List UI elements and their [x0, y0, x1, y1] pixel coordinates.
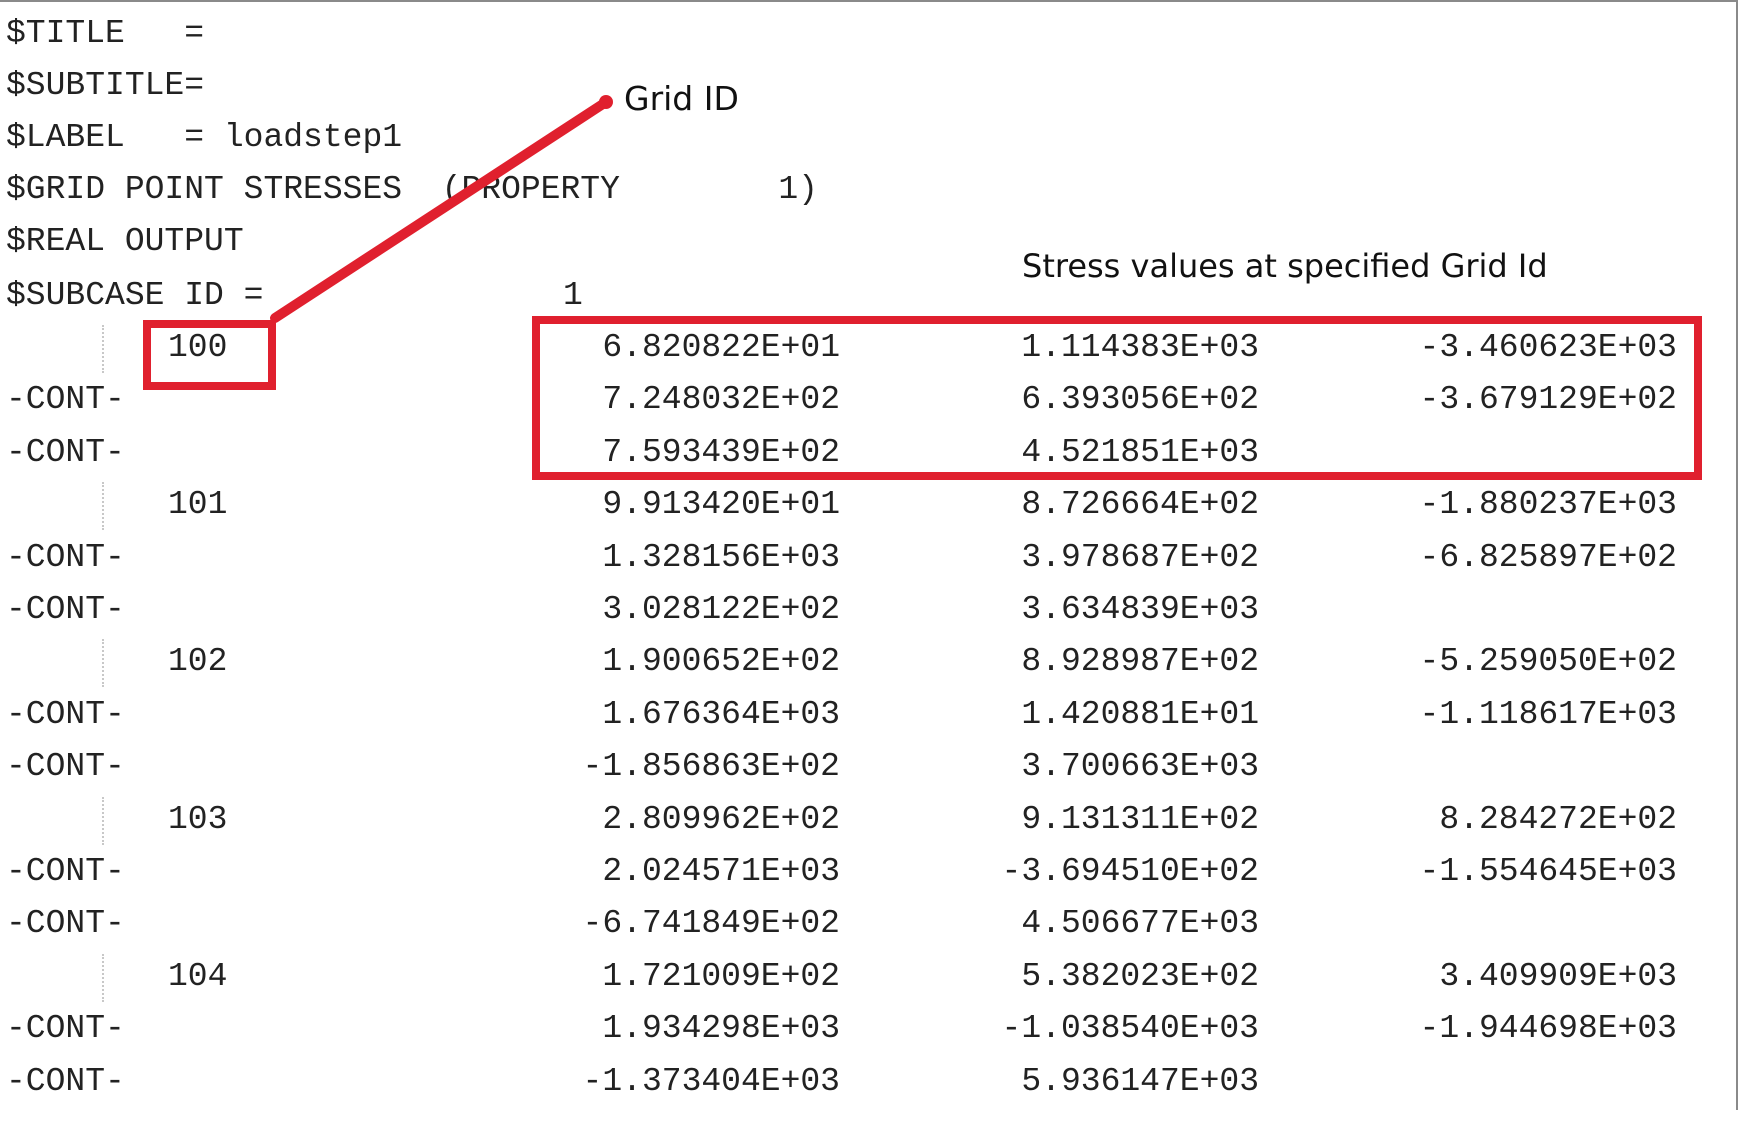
stress-value: -6.741849E+02 [582, 905, 840, 943]
pointer-end-dot [599, 95, 613, 109]
stress-value: 7.248032E+02 [602, 381, 840, 419]
stress-value: 8.928987E+02 [1021, 643, 1259, 681]
stress-value: 8.284272E+02 [1439, 800, 1677, 838]
grid-id: 102 [168, 643, 228, 681]
stress-value: 2.024571E+03 [602, 853, 840, 890]
stress-value: 9.913420E+01 [602, 486, 840, 524]
stress-value: 1.328156E+03 [602, 538, 840, 576]
grid-id: 104 [168, 957, 228, 995]
subtitle-line: $SUBTITLE= [6, 67, 205, 104]
stress-value: -1.856863E+02 [582, 748, 840, 786]
stress-value: -1.944698E+03 [1419, 1010, 1677, 1048]
stress-value: 9.131311E+02 [1021, 800, 1259, 838]
grid-id-annotation: Grid ID [624, 79, 739, 118]
grid-row-guide [102, 482, 104, 531]
stress-value: 3.978687E+02 [1021, 538, 1259, 576]
title-line: $TITLE = [6, 15, 205, 52]
subcase-label: $SUBCASE ID = [6, 277, 264, 314]
stress-value: 8.726664E+02 [1021, 486, 1259, 524]
stress-value: 1.420881E+01 [1021, 695, 1259, 733]
stress-value: 1.114383E+03 [1021, 329, 1259, 366]
stress-value: 5.382023E+02 [1021, 957, 1259, 995]
stress-value: -5.259050E+02 [1419, 643, 1677, 681]
cont-label: -CONT- [6, 748, 125, 786]
stress-value: 6.820822E+01 [602, 329, 840, 366]
cont-label: -CONT- [6, 905, 125, 943]
cont-label: -CONT- [6, 695, 125, 733]
stress-value: -1.880237E+03 [1419, 486, 1677, 524]
cont-label: -CONT- [6, 381, 125, 419]
grid-row-guide [102, 325, 104, 373]
stress-value: 3.028122E+02 [602, 591, 840, 628]
grid-id: 101 [168, 486, 228, 524]
stress-value: -1.554645E+03 [1419, 853, 1677, 890]
stress-value: 1.900652E+02 [602, 643, 840, 681]
cont-label: -CONT- [6, 433, 125, 471]
stress-value: 5.936147E+03 [1021, 1062, 1259, 1100]
grid-row-guide [102, 639, 104, 688]
stress-value: -1.038540E+03 [1001, 1010, 1259, 1048]
stress-value: 4.506677E+03 [1021, 905, 1259, 943]
stress-value: -3.694510E+02 [1001, 853, 1259, 890]
real-output-line: $REAL OUTPUT [6, 223, 244, 260]
stress-value: -3.679129E+02 [1419, 381, 1677, 419]
stress-value: -3.460623E+03 [1419, 329, 1677, 366]
grid-id: 103 [168, 800, 228, 838]
stress-value: -6.825897E+02 [1419, 538, 1677, 576]
stress-value: 3.409909E+03 [1439, 957, 1677, 995]
stress-value: 1.721009E+02 [602, 957, 840, 995]
cont-label: -CONT- [6, 538, 125, 576]
grid-row-guide [102, 953, 104, 1002]
cont-label: -CONT- [6, 591, 125, 628]
stress-value: 2.809962E+02 [602, 800, 840, 838]
label-line: $LABEL = loadstep1 [6, 119, 403, 156]
cont-label: -CONT- [6, 1062, 125, 1100]
cont-label: -CONT- [6, 1010, 125, 1048]
stress-value: 3.634839E+03 [1021, 591, 1259, 628]
stress-values-highlight-box [532, 316, 1702, 480]
stress-value: -1.373404E+03 [582, 1062, 840, 1100]
stress-value: 4.521851E+03 [1021, 433, 1259, 471]
grid-id-highlight-box [143, 320, 276, 390]
grid-id: 100 [168, 329, 228, 366]
stress-value: 1.934298E+03 [602, 1010, 840, 1048]
cont-label: -CONT- [6, 853, 125, 890]
stress-value: 3.700663E+03 [1021, 748, 1259, 786]
stress-value: -1.118617E+03 [1419, 695, 1677, 733]
subcase-value: 1 [563, 277, 583, 314]
stress-value: 7.593439E+02 [602, 433, 840, 471]
grid-point-stresses-line: $GRID POINT STRESSES (PROPERTY 1) [6, 171, 818, 208]
grid-id-pointer-line [270, 97, 611, 323]
stress-values-annotation: Stress values at specified Grid Id [1022, 247, 1548, 285]
stress-value: 6.393056E+02 [1021, 381, 1259, 419]
stress-value: 1.676364E+03 [602, 695, 840, 733]
grid-row-guide [102, 796, 104, 845]
